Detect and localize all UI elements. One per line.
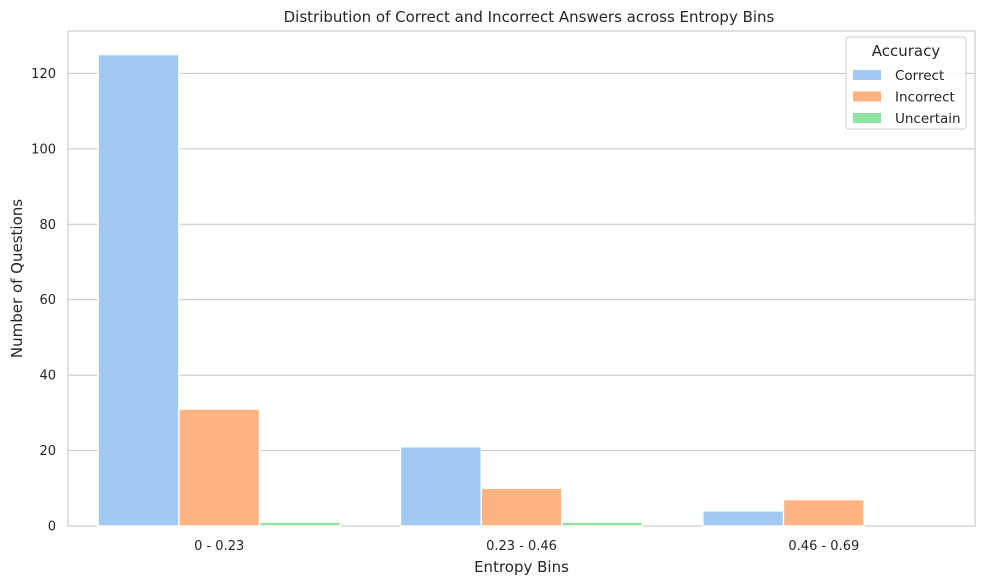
x-tick-label: 0 - 0.23	[194, 539, 244, 554]
y-tick-label: 40	[39, 369, 56, 384]
legend-box	[845, 36, 967, 130]
y-tick-label: 80	[39, 218, 56, 233]
x-axis-ticks: 0 - 0.23 0.23 - 0.46 0.46 - 0.69	[194, 539, 859, 554]
y-axis-ticks: 0 20 40 60 80 100 120	[31, 67, 56, 535]
legend: Accuracy Correct Incorrect Uncertain	[845, 36, 967, 130]
x-tick-label: 0.23 - 0.46	[486, 539, 557, 554]
y-tick-label: 20	[39, 444, 56, 459]
x-axis-title: Entropy Bins	[474, 558, 569, 576]
legend-label-incorrect: Incorrect	[895, 90, 955, 106]
legend-label-uncertain: Uncertain	[895, 111, 961, 127]
y-tick-label: 0	[48, 520, 56, 535]
y-axis-title: Number of Questions	[8, 199, 26, 358]
chart-title: Distribution of Correct and Incorrect An…	[284, 8, 775, 26]
bar-correct	[702, 510, 785, 527]
legend-label-correct: Correct	[895, 68, 944, 84]
bar-correct	[399, 446, 482, 527]
x-tick-label: 0.46 - 0.69	[788, 539, 859, 554]
bar-correct	[97, 53, 180, 527]
bar-incorrect	[782, 498, 865, 527]
legend-swatch-correct	[853, 70, 881, 80]
bar-uncertain	[561, 521, 644, 527]
bar-incorrect	[178, 408, 261, 527]
legend-title: Accuracy	[872, 42, 941, 60]
y-tick-label: 120	[31, 67, 56, 82]
y-tick-label: 100	[31, 142, 56, 157]
bar-incorrect	[480, 487, 563, 527]
bars	[97, 53, 865, 527]
bar-uncertain	[258, 521, 341, 527]
y-tick-label: 60	[39, 293, 56, 308]
legend-swatch-incorrect	[853, 91, 881, 102]
legend-swatch-uncertain	[853, 113, 881, 123]
